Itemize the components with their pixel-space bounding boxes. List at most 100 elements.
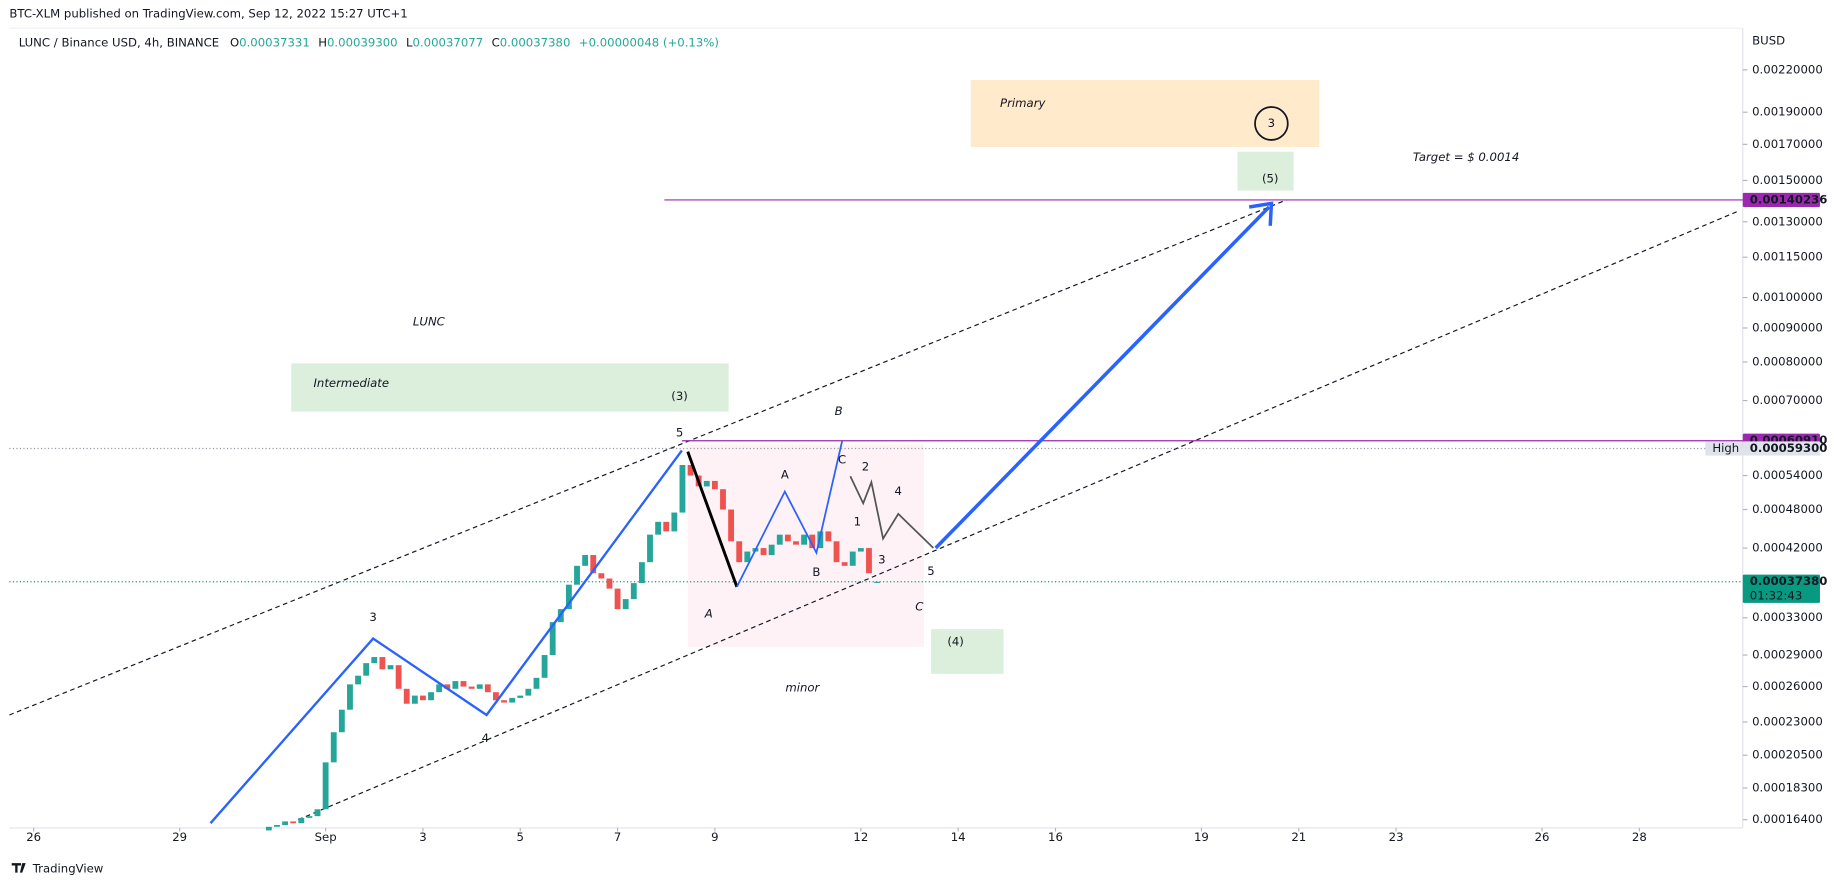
x-tick-label: 14 [951, 830, 966, 844]
candle-body [290, 821, 297, 824]
wave-b-subwave [736, 440, 843, 588]
y-tick-label: 0.00150000 [1752, 173, 1823, 187]
x-tick-label: 5 [517, 830, 524, 844]
candle-body [282, 821, 289, 825]
minor-box [687, 444, 925, 647]
candle-body [744, 551, 751, 563]
wave-label: 5 [676, 425, 683, 439]
candle-body [703, 480, 710, 487]
x-tick-label: 12 [853, 830, 868, 844]
candle-body [274, 824, 280, 827]
candle-body [501, 700, 507, 703]
price-label-box [1742, 192, 1820, 207]
wave-label: (4) [947, 635, 964, 649]
candle-body [630, 583, 637, 600]
subwave-label: 5 [927, 564, 934, 578]
x-tick-label: 21 [1291, 830, 1306, 844]
wave-label: 3 [1268, 116, 1275, 130]
countdown-label: 01:32:43 [1750, 588, 1802, 602]
x-tick-label: 16 [1048, 830, 1063, 844]
candle-body [809, 534, 816, 549]
candle-body [533, 677, 540, 689]
candle-body [825, 531, 832, 542]
candle-body [265, 826, 272, 831]
candle-body [687, 465, 694, 476]
y-axis-unit: BUSD [1752, 34, 1785, 48]
wave-label: 3 [369, 610, 376, 624]
candle-body [857, 548, 864, 552]
candle-body [614, 588, 621, 610]
candle-body [833, 541, 840, 563]
candle-body [679, 465, 686, 513]
ohlc-value: 0.00037077 [413, 35, 484, 49]
y-tick-label: 0.00029000 [1752, 648, 1823, 662]
candle-body [355, 675, 361, 685]
tag-label: High [1712, 441, 1739, 455]
candle-body [768, 544, 775, 556]
candle-body [436, 684, 443, 693]
y-tick-label: 0.00023000 [1752, 714, 1823, 728]
wave-label: 4 [482, 731, 489, 745]
x-tick-label: 19 [1194, 830, 1209, 844]
ohlc-key: O [230, 35, 239, 49]
candle-body [338, 709, 345, 733]
tag-box [1705, 441, 1743, 456]
y-tick-label: 0.00016400 [1752, 812, 1823, 826]
candle-body [606, 578, 613, 589]
y-tick-label: 0.00054000 [1752, 468, 1823, 482]
candle-body [549, 622, 556, 656]
candle-body [330, 732, 337, 763]
candle-body [849, 551, 856, 566]
candle-body [411, 695, 418, 704]
candle-body [347, 684, 353, 710]
wave4-box [931, 629, 1004, 674]
y-tick-label: 0.00033000 [1752, 610, 1823, 624]
subwave-label: 3 [878, 552, 885, 566]
wave-label: (5) [1262, 171, 1279, 185]
price-label: 0.00140236 [1750, 192, 1828, 206]
y-tick-label: 0.00026000 [1752, 679, 1823, 693]
logo-text[interactable]: TradingView [32, 862, 104, 876]
candles [265, 465, 881, 831]
target-label: Target = $ 0.0014 [1413, 150, 1519, 164]
candle-body [776, 534, 783, 545]
candle-body [817, 531, 824, 549]
candle-body [663, 521, 670, 532]
wave-label: A [704, 606, 713, 620]
candle-body [655, 521, 662, 535]
ohlc-key: H [318, 35, 327, 49]
wave5-box [1237, 151, 1294, 191]
ohlc-key: C [492, 35, 500, 49]
y-tick-label: 0.00190000 [1752, 105, 1823, 119]
y-tick-label: 0.00130000 [1752, 214, 1823, 228]
logo-icon [11, 863, 26, 873]
candle-body [874, 581, 881, 583]
candle-body [866, 548, 872, 574]
ohlc-value: 0.00037331 [239, 35, 310, 49]
wave-label: (3) [671, 389, 688, 403]
symbol-legend: LUNC / Binance USD, 4h, BINANCE O0.00037… [19, 35, 719, 49]
x-tick-label: 7 [614, 830, 621, 844]
x-tick-label: 23 [1389, 830, 1404, 844]
y-tick-label: 0.00042000 [1752, 541, 1823, 555]
wave-label: B [835, 404, 843, 418]
candle-body [306, 816, 313, 818]
subwave-label: B [812, 565, 820, 579]
y-tick-label: 0.00080000 [1752, 354, 1823, 368]
intermediate-box [291, 363, 729, 412]
candle-body [525, 688, 532, 696]
price-label-box [1742, 441, 1820, 456]
symbol-annotation: LUNC [413, 315, 446, 329]
price-label: 0.00059300 [1750, 441, 1828, 455]
candle-body [801, 534, 808, 545]
candle-body [728, 509, 735, 542]
candle-body [711, 480, 718, 490]
candle-body [622, 599, 629, 610]
published-text: BTC-XLM published on TradingView.com, Se… [9, 7, 407, 21]
candle-body [638, 562, 645, 584]
degree-label: minor [785, 680, 820, 694]
candle-body [452, 681, 459, 689]
candle-body [784, 534, 791, 542]
y-tick-label: 0.00220000 [1752, 62, 1823, 76]
y-tick-label: 0.00100000 [1752, 290, 1823, 304]
